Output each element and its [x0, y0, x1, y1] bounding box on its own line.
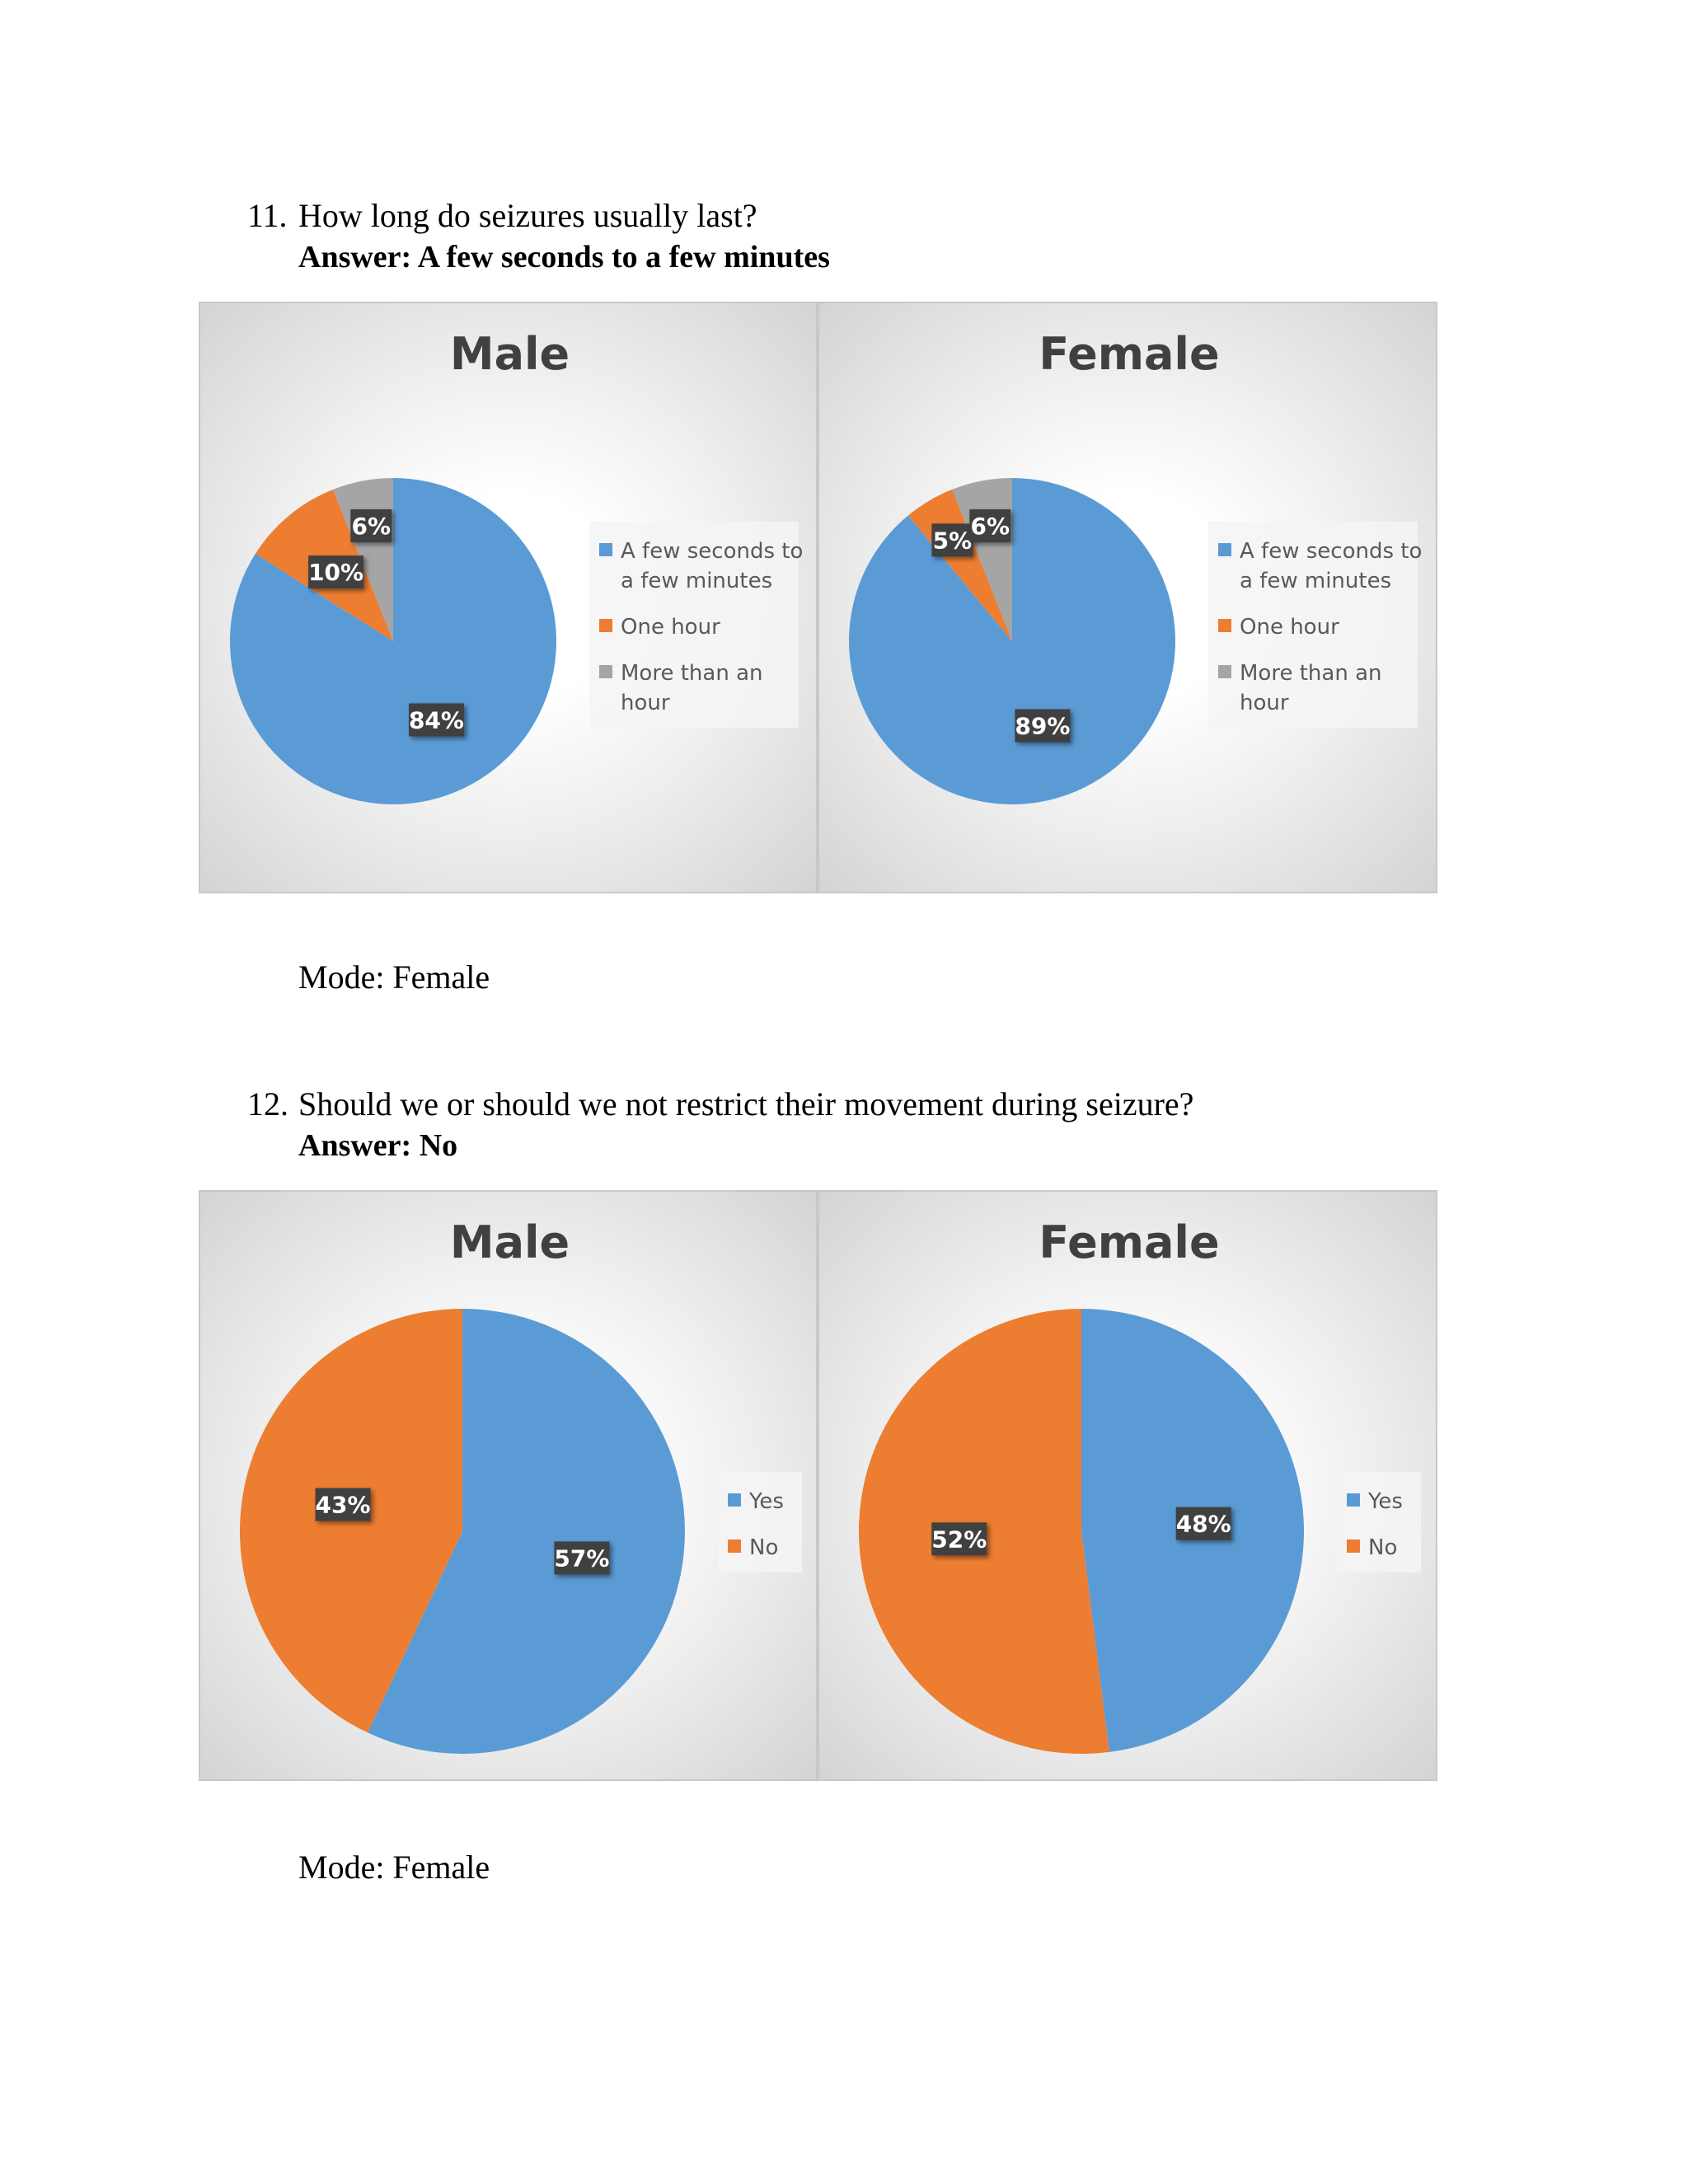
legend-swatch	[1218, 543, 1231, 556]
svg-text:6%: 6%	[971, 513, 1010, 540]
data-label: 10%	[308, 555, 363, 589]
svg-text:One hour: One hour	[621, 615, 720, 640]
legend-swatch	[599, 619, 612, 632]
pie-slice	[368, 1309, 686, 1754]
data-label: 5%	[931, 523, 973, 557]
svg-text:6%: 6%	[352, 513, 392, 540]
chart-title: Male	[450, 328, 570, 380]
svg-text:89%: 89%	[1015, 712, 1070, 739]
data-label: 6%	[350, 509, 392, 542]
legend-swatch	[1218, 665, 1231, 678]
legend-swatch	[1218, 619, 1231, 632]
legend-swatch	[1347, 1540, 1360, 1553]
pie-slice	[229, 478, 556, 805]
question-text: How long do seizures usually last?	[298, 197, 757, 234]
chart-panel: Female 89% 5% 6% A few seconds to a few minut…	[818, 302, 1437, 893]
svg-text:More than an: More than an	[1240, 661, 1381, 686]
legend-swatch	[728, 1540, 741, 1553]
data-label: 89%	[1015, 709, 1070, 743]
legend: A few seconds to a few minutes One hour Mor…	[589, 522, 803, 728]
data-label: 48%	[1176, 1507, 1231, 1540]
chart-title: Female	[1039, 1216, 1219, 1268]
answer-text: Answer: No	[298, 1128, 458, 1163]
svg-text:No: No	[749, 1535, 778, 1560]
pie-chart-female-duration: Female 89% 5%6% A few seconds to a few minut…	[849, 328, 1422, 804]
svg-text:57%: 57%	[554, 1544, 609, 1572]
data-label: 6%	[969, 509, 1011, 542]
svg-text:A few seconds to: A few seconds to	[621, 539, 803, 564]
legend: Yes No	[718, 1472, 802, 1572]
legend-item: One hour	[1218, 615, 1339, 640]
svg-text:10%: 10%	[308, 559, 363, 586]
legend-item: Yes	[728, 1489, 784, 1514]
svg-text:Yes: Yes	[1367, 1489, 1403, 1514]
legend-item: No	[1347, 1535, 1397, 1560]
svg-text:84%: 84%	[409, 706, 464, 733]
legend-swatch	[728, 1493, 741, 1507]
data-label: 43%	[316, 1488, 371, 1521]
legend-item: More than an hour	[1218, 661, 1381, 715]
legend-item: One hour	[599, 615, 720, 640]
svg-text:More than an: More than an	[621, 661, 762, 686]
svg-text:hour: hour	[621, 691, 670, 715]
data-label: 57%	[554, 1541, 609, 1575]
mode-text: Mode: Female	[298, 1849, 490, 1886]
chart-title: Female	[1039, 328, 1219, 380]
pie-chart-male-restrict: Male 57% 43% Yes No	[240, 1216, 802, 1754]
svg-text:hour: hour	[1240, 691, 1289, 715]
mode-text: Mode: Female	[298, 958, 490, 996]
legend-item: A few seconds to a few minutes	[1218, 539, 1422, 593]
svg-text:a few minutes: a few minutes	[1240, 569, 1391, 593]
question-number: 11.	[247, 197, 288, 234]
legend: A few seconds to a few minutes One hour Mor…	[1208, 522, 1422, 728]
svg-text:No: No	[1368, 1535, 1397, 1560]
legend-swatch	[599, 665, 612, 678]
chart-title: Male	[450, 1216, 570, 1268]
legend-swatch	[599, 543, 612, 556]
chart-panel: Male 57% 43% Yes No	[199, 1190, 818, 1781]
legend-item: No	[728, 1535, 778, 1560]
legend-item: More than an hour	[599, 661, 762, 715]
svg-text:Yes: Yes	[748, 1489, 784, 1514]
question-number: 12.	[247, 1085, 288, 1122]
svg-text:48%: 48%	[1176, 1511, 1231, 1538]
legend-item: A few seconds to a few minutes	[599, 539, 803, 593]
pie-chart-male-duration: Male 84% 10% 6% A few seconds to a few minute…	[229, 328, 803, 805]
svg-text:a few minutes: a few minutes	[621, 569, 772, 593]
data-label: 84%	[409, 703, 464, 737]
svg-text:43%: 43%	[316, 1492, 371, 1519]
chart-panel: Female 48% 52% Yes No	[818, 1190, 1437, 1781]
legend: Yes No	[1337, 1472, 1421, 1572]
answer-text: Answer: A few seconds to a few minutes	[298, 240, 830, 274]
svg-text:One hour: One hour	[1240, 615, 1339, 640]
svg-text:5%: 5%	[933, 527, 973, 554]
legend-item: Yes	[1347, 1489, 1403, 1514]
chart-panel: Male 84% 10% 6% A few seconds to a few minute…	[199, 302, 818, 893]
legend-swatch	[1347, 1493, 1360, 1507]
question-text: Should we or should we not restrict thei…	[298, 1085, 1194, 1122]
pie-chart-female-restrict: Female 48% 52% Yes No	[859, 1216, 1421, 1754]
svg-text:52%: 52%	[931, 1526, 987, 1553]
data-label: 52%	[931, 1522, 987, 1556]
svg-text:A few seconds to: A few seconds to	[1240, 539, 1422, 564]
